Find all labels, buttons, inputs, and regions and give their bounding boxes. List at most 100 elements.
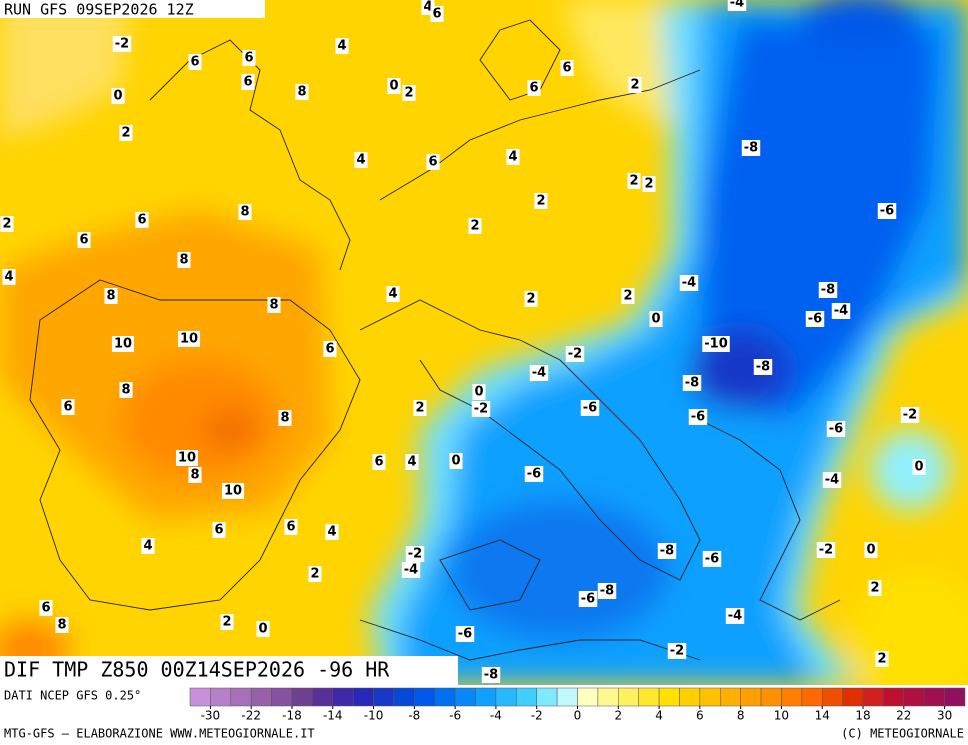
colorbar-swatch [454, 687, 476, 707]
colorbar-swatch [414, 687, 435, 707]
contour-label-text: 8 [269, 298, 278, 313]
contour-label-text: -8 [756, 360, 770, 375]
colorbar-swatch [475, 687, 497, 707]
contour-label-text: 2 [2, 217, 11, 232]
colorbar-tick-label: -14 [323, 709, 343, 723]
contour-label: 0 [912, 459, 926, 475]
contour-label: 4 [2, 269, 16, 285]
contour-label: 6 [241, 74, 255, 90]
contour-label-bg [256, 621, 270, 637]
contour-label-text: -8 [600, 584, 614, 599]
contour-label-bg [529, 365, 549, 381]
contour-label-bg [649, 311, 663, 327]
contour-label-text: 8 [280, 411, 289, 426]
contour-label-text: 2 [623, 289, 632, 304]
contour-label-bg [372, 454, 386, 470]
colorbar-swatch [250, 687, 272, 707]
contour-label: 6 [188, 54, 202, 70]
contour-label-text: 0 [651, 312, 660, 327]
run-title: RUN GFS 09SEP2026 12Z [4, 1, 194, 19]
contour-label: -4 [529, 365, 549, 381]
contour-label-bg [405, 454, 419, 470]
contour-label-bg [831, 303, 851, 319]
contour-label-bg [221, 483, 245, 499]
colorbar-swatch [944, 687, 966, 707]
contour-label-text: -4 [834, 304, 848, 319]
contour-label-text: -2 [819, 543, 833, 558]
contour-label-bg [55, 617, 69, 633]
contour-label: 0 [649, 311, 663, 327]
contour-label-text: 2 [629, 174, 638, 189]
colorbar-swatch [210, 687, 232, 707]
contour-label-text: 6 [529, 81, 538, 96]
contour-label-bg [0, 216, 14, 232]
contour-label-text: -2 [568, 347, 582, 362]
contour-label-text: -2 [408, 547, 422, 562]
contour-label-bg [386, 286, 400, 302]
contour-label-text: 2 [870, 581, 879, 596]
contour-label: -4 [822, 472, 842, 488]
contour-label: -4 [831, 303, 851, 319]
colorbar-swatch [495, 687, 517, 707]
contour-label: 4 [354, 152, 368, 168]
contour-label-bg [323, 341, 337, 357]
contour-label-bg [826, 421, 846, 437]
contour-label-text: 2 [415, 401, 424, 416]
contour-label: 10 [175, 450, 199, 466]
contour-label: 4 [506, 149, 520, 165]
contour-label-bg [642, 176, 656, 192]
contour-label: 6 [77, 232, 91, 248]
colorbar-swatch [923, 687, 945, 707]
contour-label-text: 6 [243, 75, 252, 90]
contour-label-bg [702, 551, 722, 567]
contour-label-bg [188, 467, 202, 483]
colorbar-swatch [577, 687, 599, 707]
colorbar-swatch [781, 687, 803, 707]
contour-label: -4 [679, 275, 699, 291]
contour-label-text: 0 [914, 460, 923, 475]
contour-label: -10 [702, 336, 730, 352]
contour-label: 2 [0, 216, 14, 232]
colorbar-swatch [597, 687, 619, 707]
contour-label-text: 2 [404, 86, 413, 101]
contour-label-bg [177, 331, 201, 347]
contour-label-text: -4 [404, 563, 418, 578]
contour-label-bg [220, 614, 234, 630]
contour-label-text: 6 [214, 523, 223, 538]
contour-label-bg [597, 583, 617, 599]
contour-label-bg [560, 60, 574, 76]
contour-label-bg [702, 336, 730, 352]
colorbar-swatch [821, 687, 843, 707]
contour-label-bg [119, 382, 133, 398]
contour-label-bg [413, 400, 427, 416]
contour-label-bg [628, 77, 642, 93]
colorbar-swatch [312, 687, 334, 707]
contour-label-bg [527, 80, 541, 96]
contour-label-text: 2 [470, 219, 479, 234]
contour-label: 2 [524, 291, 538, 307]
contour-label: 0 [111, 88, 125, 104]
contour-label: 2 [642, 176, 656, 192]
contour-label: -6 [826, 421, 846, 437]
colorbar-swatch [679, 687, 701, 707]
contour-label-bg [741, 140, 761, 156]
contour-label-bg [900, 407, 920, 423]
contour-label: 10 [177, 331, 201, 347]
contour-label: 2 [627, 173, 641, 189]
contour-label-text: -4 [682, 276, 696, 291]
contour-label: 2 [220, 614, 234, 630]
contour-label-bg [455, 626, 475, 642]
contour-label-bg [818, 282, 838, 298]
contour-label: -8 [818, 282, 838, 298]
colorbar-tick-label: -6 [449, 709, 461, 723]
contour-label-text: -6 [705, 552, 719, 567]
contour-label-text: -4 [532, 366, 546, 381]
contour-label-bg [119, 125, 133, 141]
colorbar-swatch [862, 687, 884, 707]
contour-label: -6 [805, 311, 825, 327]
contour-label-text: 4 [356, 153, 365, 168]
contour-label: -4 [401, 562, 421, 578]
colorbar-tick-label: 6 [696, 709, 704, 723]
contour-label: -2 [471, 401, 491, 417]
